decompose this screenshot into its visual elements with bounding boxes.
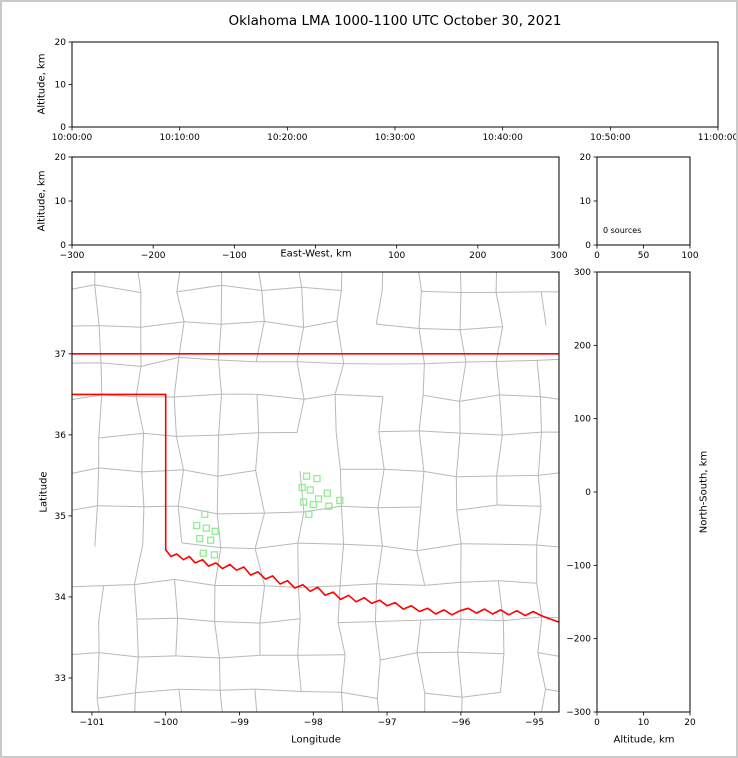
y-tick-label: 35 [55, 512, 66, 522]
x-tick-label: −300 [60, 251, 85, 261]
x-tick-label: −100 [222, 251, 247, 261]
x-tick-label: 20 [684, 718, 696, 728]
x-tick-label: 10:00:00 [52, 133, 93, 143]
x-tick-label: 10 [638, 718, 650, 728]
y-tick-label: 0 [60, 123, 66, 133]
x-tick-label: 0 [594, 251, 600, 261]
axes-frame [596, 271, 691, 713]
y-tick-label: 300 [574, 268, 591, 278]
y-tick-label: −100 [566, 561, 591, 571]
x-tick-label: −200 [141, 251, 166, 261]
xlabel-plan-view: Longitude [291, 734, 341, 746]
lma-station-marker [313, 474, 321, 483]
x-tick-label: 200 [469, 251, 486, 261]
y-tick-label: −300 [566, 708, 591, 718]
lma-station-marker [314, 495, 323, 503]
y-tick-label: 36 [55, 431, 67, 441]
y-tick-label: 20 [55, 38, 67, 48]
x-tick-label: 10:50:00 [590, 133, 631, 143]
lma-station-marker [300, 498, 308, 506]
lma-station-marker [211, 527, 219, 535]
map-layers [72, 272, 559, 712]
lma-station-marker [302, 472, 311, 480]
panel-sources: 0 50 100 0 10 20 [580, 153, 699, 261]
panel-ew-height: −300 −200 −100 100 200 300 0 10 20 [55, 153, 568, 261]
x-tick-label: 10:40:00 [482, 133, 523, 143]
ylabel-ns-height: North-South, km [698, 450, 710, 534]
x-tick-label: −96 [451, 718, 470, 728]
x-tick-label: 0 [594, 718, 600, 728]
axes-frame [71, 271, 560, 713]
axes-frame [71, 156, 560, 246]
lma-station-marker [201, 510, 209, 518]
panel-plan: −101 −100 −99 −98 −97 −96 −95 33 34 35 36 37 [55, 271, 560, 728]
lma-station-marker [305, 510, 313, 518]
x-tick-label: −99 [230, 718, 249, 728]
lma-stations [193, 472, 344, 559]
lma-station-marker [202, 524, 210, 532]
y-tick-label: 10 [580, 197, 592, 207]
y-tick-label: 0 [585, 488, 591, 498]
xlabel-ns-height: Altitude, km [613, 734, 675, 746]
panel-time-height: 10:00:00 10:10:00 10:20:00 10:30:00 10:40:00… [52, 38, 738, 143]
x-tick-label: 10:30:00 [375, 133, 416, 143]
figure-title: Oklahoma LMA 1000-1100 UTC October 30, 2… [228, 13, 562, 29]
y-tick-label: 0 [585, 241, 591, 251]
lma-station-marker [298, 483, 306, 492]
county-boundaries [72, 272, 559, 712]
y-tick-label: 10 [55, 197, 67, 207]
x-tick-label: −101 [80, 718, 105, 728]
y-tick-label: 10 [55, 81, 67, 91]
state-border-red-river [164, 549, 559, 623]
x-tick-label: 10:20:00 [267, 133, 308, 143]
x-tick-label: 11:00:00 [698, 133, 738, 143]
lma-station-marker [323, 489, 331, 497]
sources-count-annotation: 0 sources [603, 226, 642, 235]
y-tick-label: 20 [55, 153, 67, 163]
ylabel-time-height: Altitude, km [36, 53, 48, 115]
x-tick-label: 100 [681, 251, 698, 261]
x-tick-label: −98 [304, 718, 323, 728]
lma-station-marker [193, 521, 201, 530]
y-tick-label: 0 [60, 241, 66, 251]
lma-station-marker [199, 549, 207, 557]
x-tick-label: 10:10:00 [159, 133, 200, 143]
lma-station-marker [196, 534, 204, 543]
x-tick-label: 300 [550, 251, 567, 261]
panel-ns-height: 0 10 20 300 200 100 0 −100 −200 −300 [566, 268, 696, 728]
y-tick-label: 200 [574, 341, 591, 351]
y-tick-label: −200 [566, 635, 591, 645]
x-tick-label: −97 [378, 718, 397, 728]
y-tick-label: 33 [55, 674, 66, 684]
lma-station-marker [210, 551, 219, 559]
y-tick-label: 100 [574, 415, 591, 425]
x-tick-label: 100 [388, 251, 405, 261]
x-tick-label: 50 [638, 251, 650, 261]
lma-station-marker [309, 500, 317, 509]
y-tick-label: 20 [580, 153, 592, 163]
axes-frame [71, 41, 719, 128]
x-tick-label: −95 [525, 718, 544, 728]
ylabel-ew-height: Altitude, km [36, 170, 48, 232]
x-tick-label: −100 [153, 718, 178, 728]
ylabel-plan-view: Latitude [38, 471, 50, 513]
lma-station-marker [336, 496, 344, 505]
xlabel-ew-height: East-West, km [280, 248, 352, 260]
y-tick-label: 34 [55, 593, 67, 603]
y-tick-label: 37 [55, 350, 66, 360]
lma-station-marker [306, 486, 314, 494]
lma-station-marker [207, 536, 215, 544]
lma-station-marker [325, 502, 333, 510]
